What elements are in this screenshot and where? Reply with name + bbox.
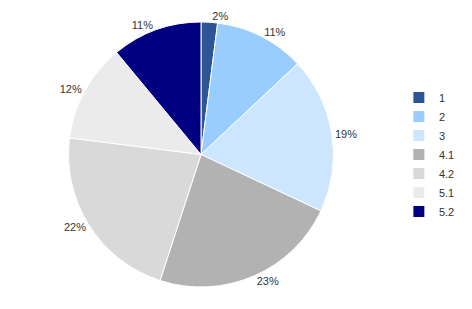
svg-text:3: 3 xyxy=(439,130,445,142)
svg-text:4.1: 4.1 xyxy=(439,149,454,161)
svg-text:1: 1 xyxy=(439,92,445,104)
svg-text:4.2: 4.2 xyxy=(439,168,454,180)
svg-text:2%: 2% xyxy=(212,10,228,22)
svg-text:5.2: 5.2 xyxy=(439,206,454,218)
svg-text:2: 2 xyxy=(439,111,445,123)
svg-text:23%: 23% xyxy=(257,275,279,287)
svg-text:19%: 19% xyxy=(335,128,357,140)
svg-text:12%: 12% xyxy=(60,83,82,95)
svg-text:11%: 11% xyxy=(264,26,285,38)
svg-text:11%: 11% xyxy=(132,19,153,31)
svg-text:22%: 22% xyxy=(64,221,86,233)
svg-text:5.1: 5.1 xyxy=(439,187,454,199)
